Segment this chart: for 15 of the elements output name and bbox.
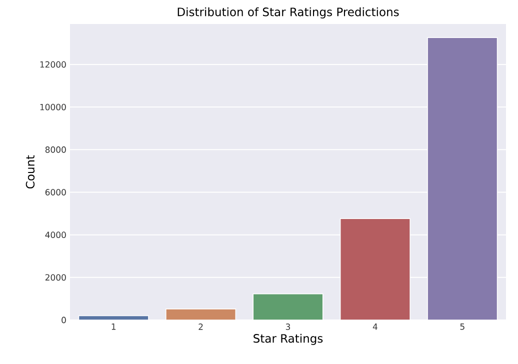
chart-title: Distribution of Star Ratings Predictions [178,7,399,18]
y-tick-label: 10000 [40,104,66,110]
y-tick-label: 8000 [45,146,66,153]
x-tick-label: 1 [112,324,116,330]
x-tick-label: 5 [460,324,464,330]
y-tick-label: 0 [62,316,66,324]
x-tick-label: 2 [198,324,203,330]
y-tick-label: 12000 [40,61,66,68]
y-tick-label: 2000 [45,274,66,281]
x-axis-title: Star Ratings [254,334,323,345]
x-tick-label: 4 [372,324,378,330]
y-axis-title: Count [26,155,35,188]
y-tick-label: 4000 [45,232,66,238]
x-tick-label: 3 [286,324,290,330]
y-tick-label: 6000 [45,189,66,196]
